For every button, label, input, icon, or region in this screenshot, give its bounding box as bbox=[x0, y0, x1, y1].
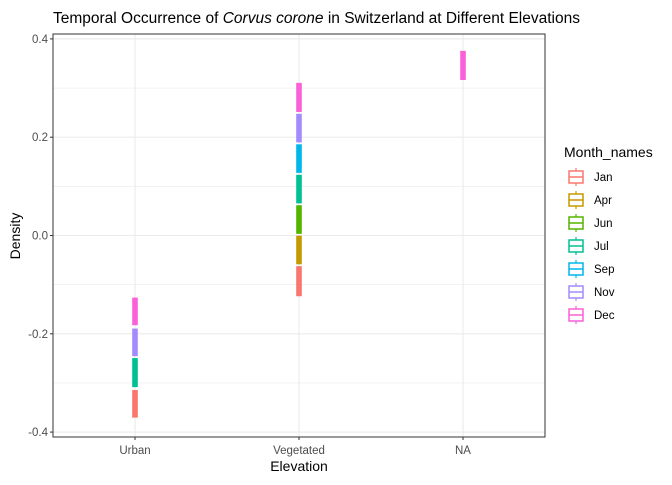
x-axis: Urban Vegetated NA bbox=[119, 437, 471, 457]
box-urban-jul bbox=[132, 358, 138, 388]
chart-title-prefix: Temporal Occurrence of bbox=[53, 10, 223, 27]
chart-title: Temporal Occurrence of Corvus corone in … bbox=[53, 10, 580, 27]
legend-item-jul: Jul bbox=[568, 237, 609, 255]
box-vegetated-jun bbox=[296, 205, 302, 234]
y-axis: -0.4 -0.2 0.0 0.2 0.4 bbox=[28, 34, 53, 439]
box-vegetated-jan bbox=[296, 266, 302, 297]
x-tick-label: Vegetated bbox=[273, 445, 325, 457]
legend-item-jun: Jun bbox=[568, 214, 613, 232]
box-vegetated-jul bbox=[296, 174, 302, 204]
box-urban-jan bbox=[132, 390, 138, 418]
legend-label: Sep bbox=[594, 264, 614, 276]
legend-label: Jul bbox=[594, 241, 609, 253]
box-vegetated-nov bbox=[296, 113, 302, 143]
chart-title-suffix: in Switzerland at Different Elevations bbox=[324, 10, 581, 27]
legend-label: Apr bbox=[594, 195, 612, 207]
legend-item-apr: Apr bbox=[568, 191, 612, 209]
legend-item-nov: Nov bbox=[568, 283, 615, 301]
chart-title-species: Corvus corone bbox=[223, 10, 324, 27]
x-tick-label: NA bbox=[455, 445, 471, 457]
y-tick-label: -0.2 bbox=[28, 329, 48, 341]
legend-label: Jan bbox=[594, 172, 613, 184]
legend-label: Jun bbox=[594, 218, 613, 230]
legend-title: Month_names bbox=[564, 144, 653, 160]
y-tick-label: 0.0 bbox=[32, 231, 48, 243]
box-na-dec bbox=[460, 50, 466, 81]
x-axis-title: Elevation bbox=[270, 458, 328, 474]
box-vegetated-apr bbox=[296, 235, 302, 265]
box-vegetated-sep bbox=[296, 144, 302, 173]
box-urban-nov bbox=[132, 328, 138, 357]
legend-label: Nov bbox=[594, 287, 615, 299]
boxes bbox=[132, 50, 466, 418]
y-tick-label: 0.2 bbox=[32, 132, 48, 144]
legend: Month_names Jan Apr Jun Jul Sep Nov Dec bbox=[564, 144, 653, 324]
x-tick-label: Urban bbox=[119, 445, 150, 457]
legend-items: Jan Apr Jun Jul Sep Nov Dec bbox=[568, 168, 615, 324]
legend-item-dec: Dec bbox=[568, 306, 615, 324]
y-tick-label: 0.4 bbox=[32, 34, 49, 46]
y-tick-label: -0.4 bbox=[28, 427, 48, 439]
box-urban-dec bbox=[132, 297, 138, 326]
y-axis-title: Density bbox=[7, 213, 23, 260]
legend-item-jan: Jan bbox=[568, 168, 613, 186]
legend-label: Dec bbox=[594, 310, 615, 322]
box-vegetated-dec bbox=[296, 82, 302, 112]
legend-item-sep: Sep bbox=[568, 260, 614, 278]
